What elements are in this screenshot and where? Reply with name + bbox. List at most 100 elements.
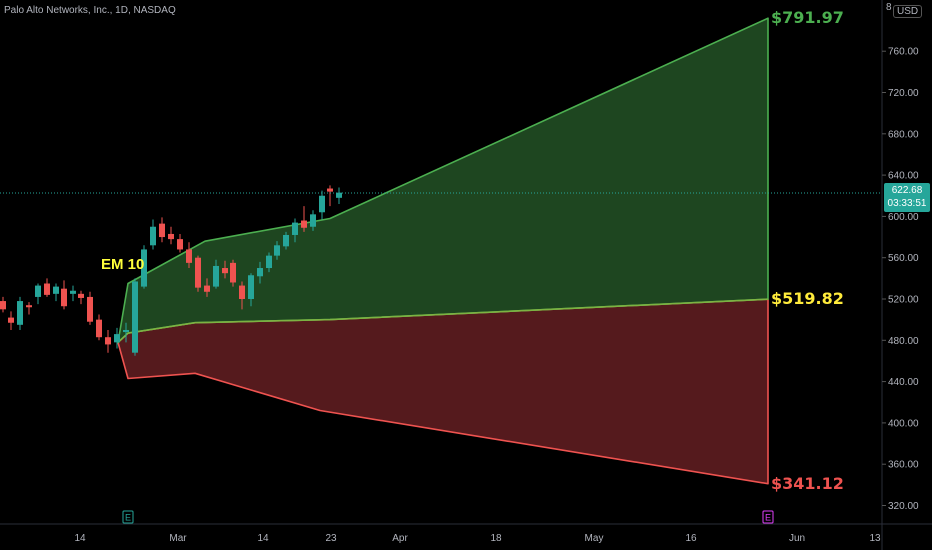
candle bbox=[283, 231, 289, 250]
candle-body bbox=[283, 234, 289, 247]
candle bbox=[105, 329, 111, 353]
y-tick-label: 320.00 bbox=[888, 501, 919, 512]
candle bbox=[222, 260, 228, 279]
candle bbox=[61, 280, 67, 310]
candle bbox=[159, 217, 165, 243]
candle-body bbox=[327, 188, 333, 192]
x-tick-label: 14 bbox=[74, 533, 86, 544]
candle bbox=[141, 245, 147, 289]
expected-move-zones bbox=[117, 17, 769, 485]
candle-body bbox=[186, 249, 192, 263]
y-tick-label: 440.00 bbox=[888, 377, 919, 388]
level-label-upper: $791.97 bbox=[771, 8, 844, 28]
candle bbox=[53, 283, 59, 302]
candle-body bbox=[132, 281, 138, 353]
candle-body bbox=[230, 262, 236, 283]
candle-body bbox=[78, 293, 84, 298]
y-tick-label: 480.00 bbox=[888, 336, 919, 347]
candle bbox=[44, 278, 50, 297]
candle-body bbox=[87, 296, 93, 322]
candle bbox=[96, 314, 102, 341]
candle-body bbox=[310, 214, 316, 227]
candle-body bbox=[150, 226, 156, 246]
candle bbox=[336, 187, 342, 205]
em-annotation: EM 10 bbox=[101, 256, 145, 273]
y-tick-label: 400.00 bbox=[888, 418, 919, 429]
candle-body bbox=[292, 222, 298, 235]
candle bbox=[292, 218, 298, 243]
x-tick-label: May bbox=[585, 533, 604, 544]
x-tick-label: Jun bbox=[789, 533, 805, 544]
time-axis: 14 Mar 14 23 Apr 18 May 16 Jun 13 bbox=[74, 533, 881, 544]
candle bbox=[310, 210, 316, 231]
candle-body bbox=[168, 233, 174, 240]
candle-body bbox=[274, 245, 280, 256]
candle-body bbox=[222, 268, 228, 274]
earnings-marker-box bbox=[762, 510, 774, 524]
candle bbox=[168, 226, 174, 245]
candle-body bbox=[336, 192, 342, 198]
candle-body bbox=[105, 337, 111, 345]
y-tick-label: 760.00 bbox=[888, 47, 919, 58]
candle-body bbox=[8, 317, 14, 323]
x-tick-label: 16 bbox=[685, 533, 697, 544]
candle-body bbox=[301, 220, 307, 228]
earnings-marker: E bbox=[122, 510, 134, 524]
y-tick-label: 560.00 bbox=[888, 253, 919, 264]
candle bbox=[123, 322, 129, 343]
candle bbox=[301, 206, 307, 232]
bar-countdown: 03:33:51 bbox=[887, 198, 927, 209]
candle-body bbox=[257, 268, 263, 277]
candle-body bbox=[70, 290, 76, 294]
candle bbox=[150, 219, 156, 250]
candle-body bbox=[159, 223, 165, 238]
price-axis: 320.00 360.00 400.00 440.00 480.00 520.00 560.… bbox=[882, 47, 919, 512]
y-tick-label: 600.00 bbox=[888, 212, 919, 223]
y-tick-label: 520.00 bbox=[888, 295, 919, 306]
earnings-marker: E bbox=[762, 510, 774, 524]
candle bbox=[78, 290, 84, 305]
candle bbox=[177, 233, 183, 253]
candle bbox=[327, 185, 333, 207]
zone-upper bbox=[117, 17, 769, 344]
candle-body bbox=[61, 288, 67, 307]
candle bbox=[26, 302, 32, 315]
candle bbox=[274, 241, 280, 260]
earnings-marker-label: E bbox=[765, 513, 771, 523]
candle bbox=[319, 190, 325, 220]
candle bbox=[8, 311, 14, 330]
x-tick-label: Apr bbox=[392, 533, 408, 544]
last-price-badge: 622.68 03:33:51 bbox=[884, 183, 930, 212]
candle-body bbox=[96, 319, 102, 338]
earnings-marker-label: E bbox=[125, 513, 131, 523]
candle bbox=[17, 296, 23, 330]
x-tick-label: 23 bbox=[325, 533, 337, 544]
candle-body bbox=[141, 249, 147, 287]
candle-body bbox=[319, 195, 325, 213]
x-tick-label: 13 bbox=[869, 533, 881, 544]
candle-body bbox=[239, 285, 245, 299]
candle-body bbox=[53, 286, 59, 294]
candle bbox=[213, 259, 219, 289]
currency-button[interactable]: USD bbox=[893, 5, 923, 18]
x-tick-label: 14 bbox=[257, 533, 269, 544]
candle bbox=[239, 281, 245, 310]
candle-body bbox=[204, 285, 210, 292]
candle-body bbox=[17, 301, 23, 325]
level-label-lower: $341.12 bbox=[771, 473, 844, 493]
candle-body bbox=[195, 257, 201, 288]
earnings-marker-box bbox=[122, 510, 134, 524]
candle bbox=[248, 273, 254, 307]
candle bbox=[0, 296, 6, 313]
zone-lower bbox=[117, 298, 769, 485]
candle bbox=[87, 291, 93, 325]
y-tick-label: 640.00 bbox=[888, 171, 919, 182]
candle-body bbox=[35, 285, 41, 297]
candle-body bbox=[114, 334, 120, 343]
candle bbox=[230, 259, 236, 287]
last-price-value: 622.68 bbox=[891, 185, 923, 196]
candle-body bbox=[123, 329, 129, 333]
candle-body bbox=[44, 283, 50, 295]
candle bbox=[70, 285, 76, 302]
